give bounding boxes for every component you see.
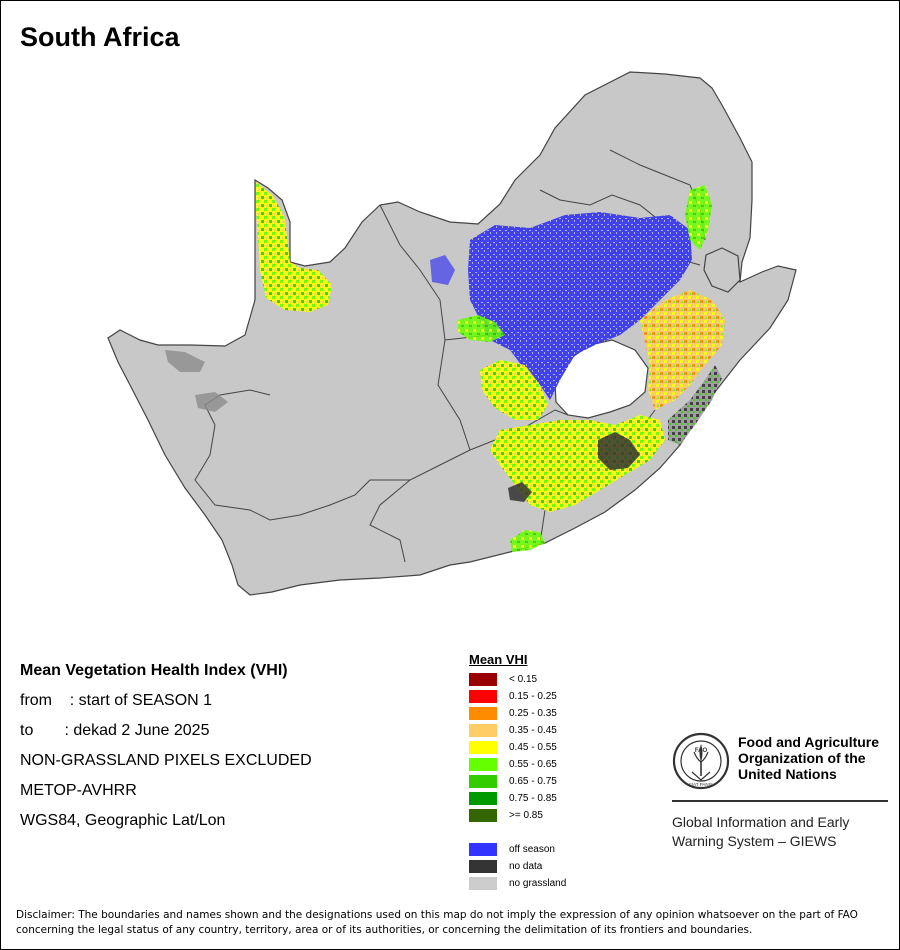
vhi-region-north-west-fringe [458, 315, 505, 342]
legend-swatch [469, 673, 497, 686]
legend-label: 0.15 - 0.25 [509, 691, 557, 702]
disclaimer-line: Disclaimer: The boundaries and names sho… [16, 909, 858, 921]
legend-swatch [469, 877, 497, 890]
legend-label: 0.45 - 0.55 [509, 742, 557, 753]
legend-swatch [469, 707, 497, 720]
vhi-region-west-coast-grey [165, 350, 228, 412]
vhi-region-no-data-patches [508, 432, 640, 502]
legend-gap [469, 824, 566, 841]
giews-label: Global Information and Early Warning Sys… [672, 813, 888, 851]
legend-label: no data [509, 861, 543, 872]
vhi-patch-off-season-west [430, 255, 455, 285]
legend-label: no grassland [509, 878, 567, 889]
legend-item: off season [469, 841, 566, 858]
legend: Mean VHI < 0.15 0.15 - 0.25 0.25 - 0.35 … [469, 652, 566, 892]
vhi-region-east-belt [640, 290, 725, 410]
legend-label: 0.25 - 0.35 [509, 708, 557, 719]
legend-label: 0.35 - 0.45 [509, 725, 557, 736]
legend-item: no grassland [469, 875, 566, 892]
fao-divider [672, 800, 888, 802]
legend-swatch [469, 792, 497, 805]
info-from: from : start of SEASON 1 [20, 692, 213, 709]
legend-label: 0.55 - 0.65 [509, 759, 557, 770]
legend-label: 0.75 - 0.85 [509, 793, 557, 804]
legend-item: 0.65 - 0.75 [469, 773, 566, 790]
fao-name-line: United Nations [738, 766, 837, 782]
map-title: South Africa [20, 22, 180, 52]
legend-swatch [469, 741, 497, 754]
legend-label: < 0.15 [509, 674, 538, 685]
legend-swatch [469, 860, 497, 873]
legend-label: 0.65 - 0.75 [509, 776, 557, 787]
legend-label: >= 0.85 [509, 810, 543, 821]
fao-logo-letters: FAO [695, 748, 708, 754]
fao-name-line: Food and Agriculture [738, 734, 880, 750]
legend-item: >= 0.85 [469, 807, 566, 824]
vhi-region-free-state-west [480, 360, 548, 420]
legend-item: 0.35 - 0.45 [469, 722, 566, 739]
info-sensor: METOP-AVHRR [20, 782, 137, 799]
legend-item: no data [469, 858, 566, 875]
info-projection: WGS84, Geographic Lat/Lon [20, 812, 226, 829]
fao-logo-icon: FAO FIAT PANIS [672, 732, 730, 790]
legend-label: off season [509, 844, 555, 855]
vhi-region-north-east-fringe [685, 185, 712, 250]
fao-name: Food and Agriculture Organization of the… [738, 734, 888, 782]
giews-line: Warning System – GIEWS [672, 833, 837, 849]
vhi-region-off-season [468, 212, 692, 400]
legend-swatch [469, 775, 497, 788]
legend-swatch [469, 690, 497, 703]
info-exclusion: NON-GRASSLAND PIXELS EXCLUDED [20, 752, 312, 769]
legend-swatch [469, 758, 497, 771]
giews-line: Global Information and Early [672, 814, 850, 830]
legend-item: 0.45 - 0.55 [469, 739, 566, 756]
disclaimer-line: concerning the legal status of any count… [16, 924, 753, 936]
legend-item: 0.55 - 0.65 [469, 756, 566, 773]
fao-logo-motto: FIAT PANIS [689, 782, 713, 787]
legend-swatch [469, 843, 497, 856]
info-to: to : dekad 2 June 2025 [20, 722, 210, 739]
info-heading: Mean Vegetation Health Index (VHI) [20, 662, 288, 679]
legend-item: < 0.15 [469, 671, 566, 688]
vhi-region-kzn-coast [668, 365, 722, 445]
legend-swatch [469, 809, 497, 822]
fao-name-line: Organization of the [738, 750, 866, 766]
legend-item: 0.25 - 0.35 [469, 705, 566, 722]
legend-title: Mean VHI [469, 652, 528, 667]
vhi-region-northern-cape-west [256, 182, 332, 312]
vhi-region-south-coast [510, 530, 545, 552]
country-eswatini [703, 247, 741, 293]
map-canvas [107, 71, 797, 596]
legend-swatch [469, 724, 497, 737]
legend-item: 0.15 - 0.25 [469, 688, 566, 705]
map-info-block: Mean Vegetation Health Index (VHI) from … [20, 656, 312, 836]
legend-item: 0.75 - 0.85 [469, 790, 566, 807]
disclaimer: Disclaimer: The boundaries and names sho… [16, 908, 886, 938]
